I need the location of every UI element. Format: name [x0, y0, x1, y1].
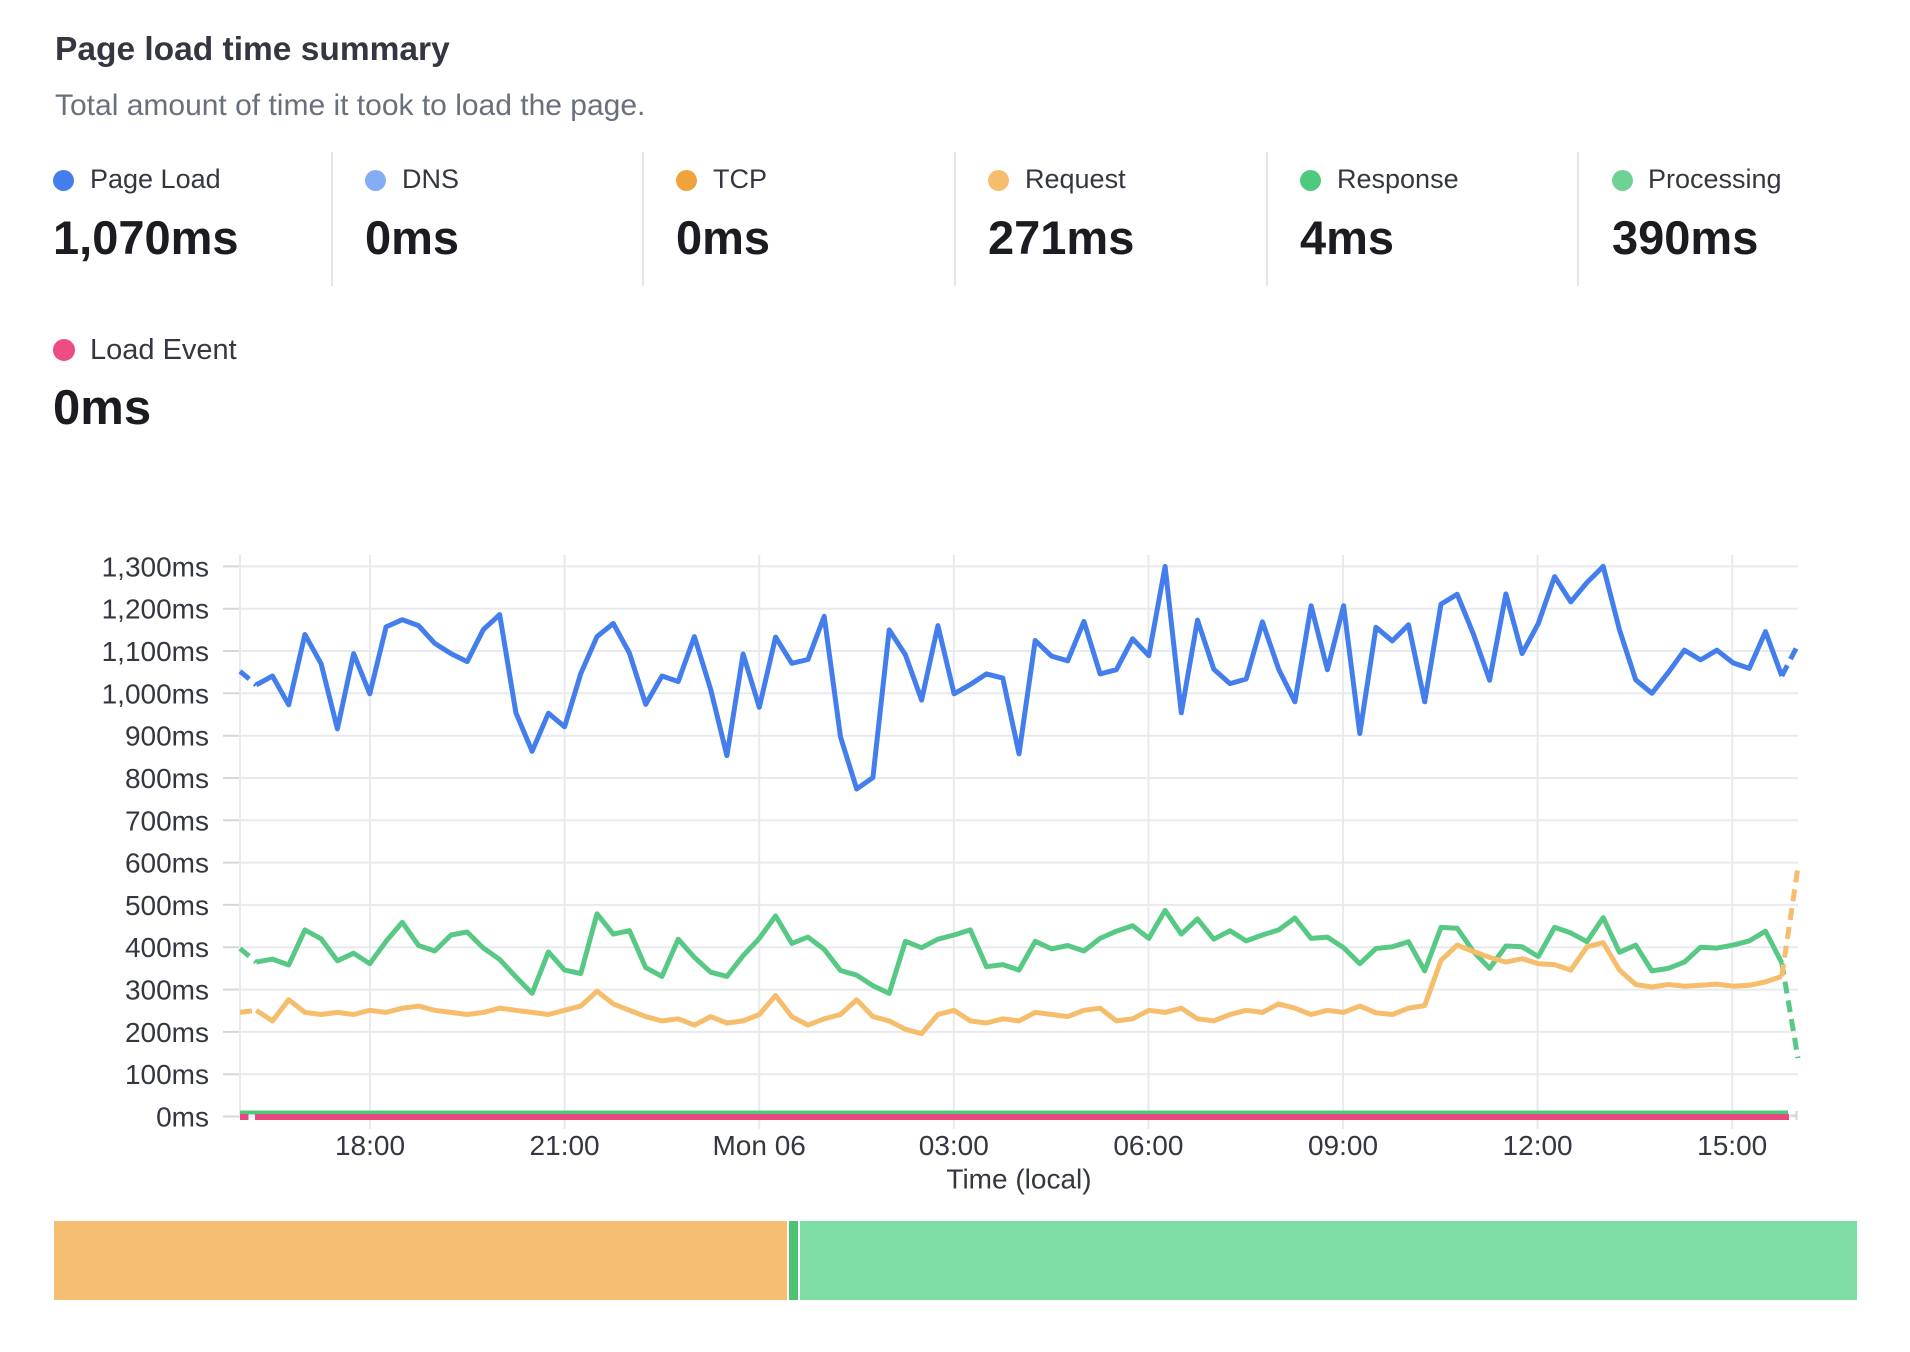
svg-text:18:00: 18:00	[335, 1130, 405, 1161]
svg-text:400ms: 400ms	[125, 932, 209, 963]
svg-text:0ms: 0ms	[156, 1102, 209, 1133]
svg-text:800ms: 800ms	[125, 763, 209, 794]
svg-text:09:00: 09:00	[1308, 1130, 1378, 1161]
svg-text:500ms: 500ms	[125, 890, 209, 921]
svg-text:21:00: 21:00	[530, 1130, 600, 1161]
svg-text:300ms: 300ms	[125, 975, 209, 1006]
svg-text:03:00: 03:00	[919, 1130, 989, 1161]
svg-text:1,300ms: 1,300ms	[102, 551, 209, 582]
svg-text:Time (local): Time (local)	[946, 1164, 1091, 1195]
svg-text:200ms: 200ms	[125, 1017, 209, 1048]
svg-text:12:00: 12:00	[1503, 1130, 1573, 1161]
svg-text:100ms: 100ms	[125, 1059, 209, 1090]
svg-text:15:00: 15:00	[1697, 1130, 1767, 1161]
svg-text:1,100ms: 1,100ms	[102, 636, 209, 667]
svg-text:Mon 06: Mon 06	[712, 1130, 805, 1161]
svg-text:06:00: 06:00	[1113, 1130, 1183, 1161]
svg-text:600ms: 600ms	[125, 848, 209, 879]
svg-text:900ms: 900ms	[125, 721, 209, 752]
svg-text:1,000ms: 1,000ms	[102, 678, 209, 709]
svg-text:1,200ms: 1,200ms	[102, 594, 209, 625]
svg-text:700ms: 700ms	[125, 805, 209, 836]
